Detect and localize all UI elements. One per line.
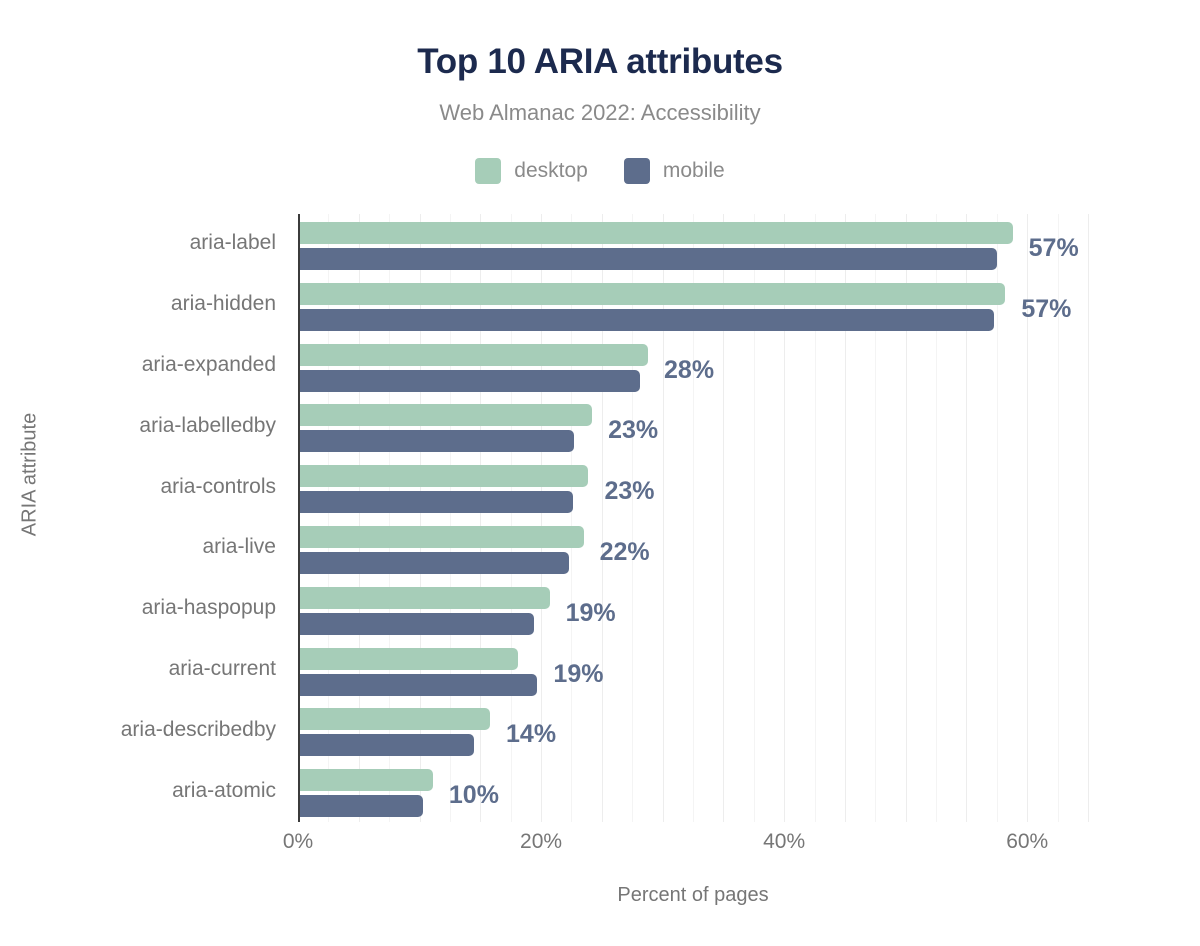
x-axis-title: Percent of pages bbox=[617, 884, 769, 906]
bar-group: 10% bbox=[298, 769, 1088, 818]
bar-value-label: 57% bbox=[1021, 294, 1072, 323]
bar-mobile[interactable] bbox=[298, 795, 424, 818]
bar-desktop[interactable] bbox=[298, 465, 589, 488]
bar-desktop[interactable] bbox=[298, 282, 1006, 305]
bar-mobile[interactable] bbox=[298, 673, 538, 696]
bar-value-label: 14% bbox=[506, 720, 557, 749]
bar-value-label: 57% bbox=[1028, 234, 1079, 262]
bar-group: 19% bbox=[298, 586, 1088, 635]
y-axis-title: ARIA attribute bbox=[18, 412, 41, 537]
y-axis-label-aria-hidden: aria-hidden bbox=[170, 292, 276, 316]
bar-mobile[interactable] bbox=[298, 612, 534, 635]
legend-item-desktop[interactable]: desktop bbox=[475, 158, 588, 184]
chart-legend: desktop mobile bbox=[0, 158, 1200, 184]
bar-desktop[interactable] bbox=[298, 647, 518, 670]
bar-value-label: 28% bbox=[664, 355, 715, 384]
legend-item-mobile[interactable]: mobile bbox=[623, 158, 725, 184]
bar-mobile[interactable] bbox=[298, 552, 570, 574]
legend-swatch-mobile bbox=[623, 158, 650, 184]
bar-groups: 57% 57% 28% 23% 23% 22% 19% 19% 14% 10% bbox=[298, 214, 1088, 822]
bar-mobile[interactable] bbox=[298, 734, 475, 757]
bar-group: 19% bbox=[298, 647, 1088, 696]
bar-group: 57% bbox=[298, 222, 1088, 270]
y-axis-line bbox=[298, 214, 300, 822]
x-axis-tick: 20% bbox=[520, 830, 563, 853]
bar-value-label: 19% bbox=[553, 659, 604, 688]
y-axis-label-aria-haspopup: aria-haspopup bbox=[141, 596, 276, 620]
y-axis-label-aria-describedby: aria-describedby bbox=[120, 717, 276, 741]
bar-group: 23% bbox=[298, 404, 1088, 453]
bar-value-label: 22% bbox=[599, 538, 650, 566]
bar-value-label: 19% bbox=[565, 598, 616, 627]
y-axis-label-aria-label: aria-label bbox=[189, 231, 276, 255]
bar-desktop[interactable] bbox=[298, 222, 1013, 244]
chart-title: Top 10 ARIA attributes bbox=[417, 42, 783, 81]
y-axis-label-aria-controls: aria-controls bbox=[160, 474, 276, 498]
bar-mobile[interactable] bbox=[298, 430, 574, 453]
bar-group: 28% bbox=[298, 343, 1088, 392]
plot-area: 57% 57% 28% 23% 23% 22% 19% 19% 14% 10% bbox=[298, 214, 1089, 822]
bar-mobile[interactable] bbox=[298, 308, 995, 331]
bar-desktop[interactable] bbox=[298, 769, 433, 792]
legend-label-mobile: mobile bbox=[662, 159, 725, 182]
y-axis-label-aria-labelledby: aria-labelledby bbox=[139, 413, 276, 437]
legend-swatch-desktop bbox=[475, 158, 502, 184]
bar-value-label: 10% bbox=[448, 781, 499, 810]
y-axis-label-aria-atomic: aria-atomic bbox=[172, 778, 276, 802]
bar-group: 23% bbox=[298, 465, 1088, 514]
y-axis-label-aria-live: aria-live bbox=[202, 535, 276, 559]
y-axis-label-aria-current: aria-current bbox=[168, 657, 276, 680]
bar-desktop[interactable] bbox=[298, 526, 584, 548]
x-axis-tick: 0% bbox=[282, 830, 314, 853]
bar-group: 22% bbox=[298, 526, 1088, 574]
bar-desktop[interactable] bbox=[298, 404, 593, 427]
bar-mobile[interactable] bbox=[298, 248, 997, 270]
bar-desktop[interactable] bbox=[298, 586, 550, 609]
bar-mobile[interactable] bbox=[298, 369, 640, 392]
x-axis-tick-labels: 0% 20% 40% 60% bbox=[283, 830, 1088, 864]
bar-group: 14% bbox=[298, 708, 1088, 757]
bar-desktop[interactable] bbox=[298, 708, 491, 731]
bar-desktop[interactable] bbox=[298, 343, 649, 366]
bar-value-label: 23% bbox=[608, 416, 659, 445]
legend-label-desktop: desktop bbox=[514, 159, 588, 182]
y-axis-label-aria-expanded: aria-expanded bbox=[141, 353, 276, 376]
chart-subtitle: Web Almanac 2022: Accessibility bbox=[439, 100, 761, 125]
bar-value-label: 23% bbox=[604, 477, 655, 506]
y-axis-category-labels: aria-label aria-hidden aria-expanded aria-l… bbox=[0, 214, 288, 822]
x-axis-tick: 40% bbox=[763, 830, 806, 853]
bar-group: 57% bbox=[298, 282, 1088, 331]
x-axis-tick: 60% bbox=[1006, 830, 1049, 853]
bar-mobile[interactable] bbox=[298, 491, 573, 514]
gridline bbox=[1088, 214, 1089, 822]
